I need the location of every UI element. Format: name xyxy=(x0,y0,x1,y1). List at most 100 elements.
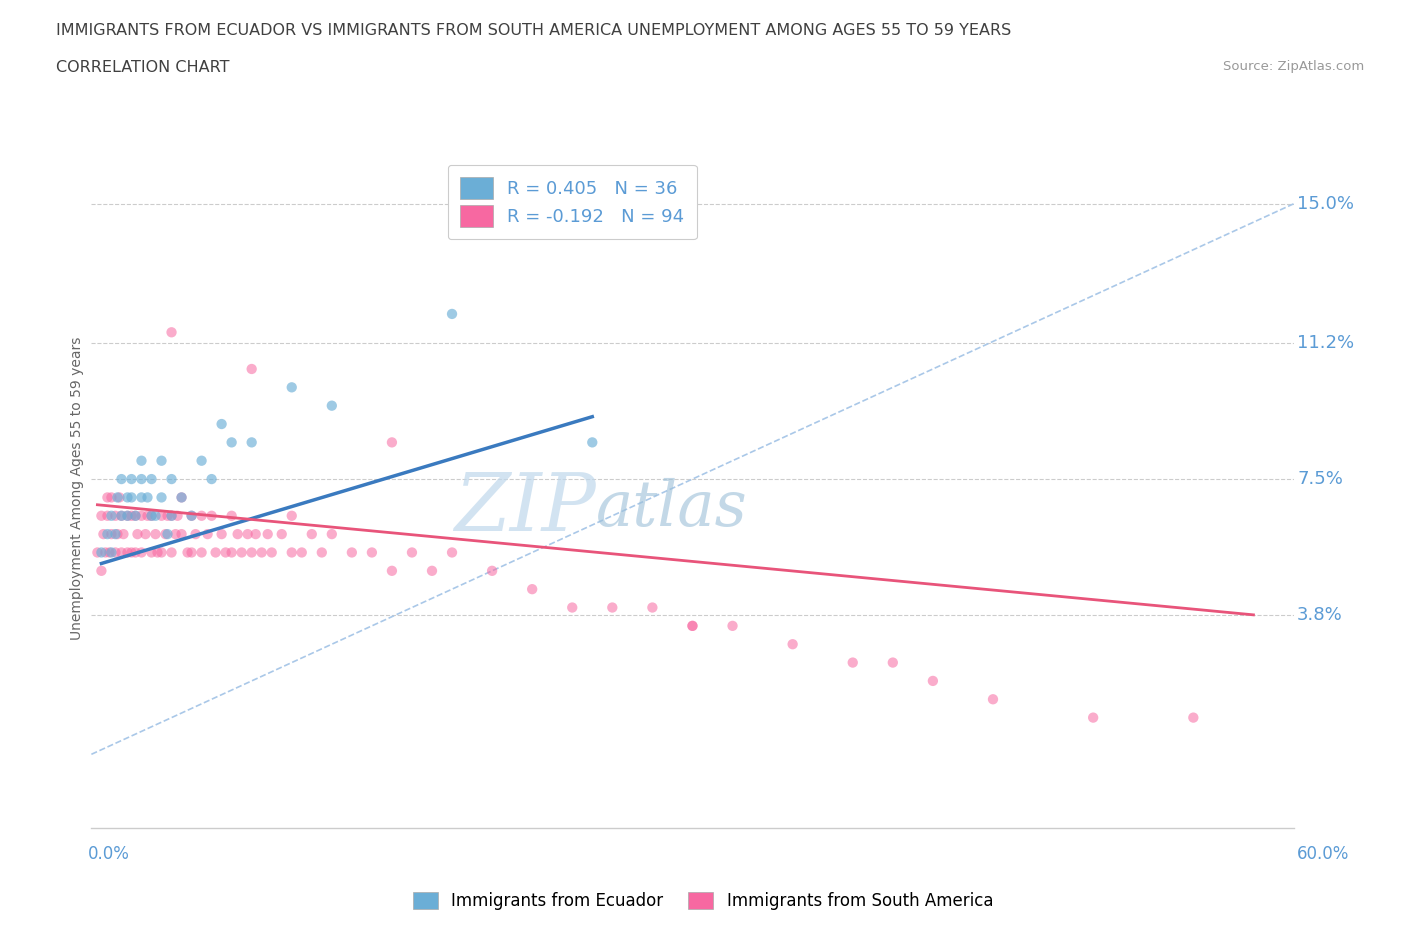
Point xyxy=(321,398,343,413)
Point xyxy=(150,490,173,505)
Point xyxy=(145,526,167,541)
Point xyxy=(180,509,202,524)
Point xyxy=(160,509,183,524)
Point xyxy=(127,526,149,541)
Point xyxy=(221,545,243,560)
Point xyxy=(104,509,127,524)
Text: 11.2%: 11.2% xyxy=(1298,334,1354,352)
Point xyxy=(94,545,117,560)
Point xyxy=(481,564,503,578)
Point xyxy=(90,564,112,578)
Point xyxy=(641,600,664,615)
Point xyxy=(160,472,183,486)
Point xyxy=(440,545,463,560)
Point xyxy=(190,453,212,468)
Point xyxy=(121,545,143,560)
Point xyxy=(165,526,187,541)
Point xyxy=(236,526,259,541)
Point xyxy=(141,545,163,560)
Point xyxy=(170,526,193,541)
Point xyxy=(131,509,153,524)
Point xyxy=(214,545,236,560)
Point xyxy=(93,526,115,541)
Point xyxy=(311,545,333,560)
Point xyxy=(160,325,183,339)
Point xyxy=(136,490,159,505)
Point xyxy=(141,472,163,486)
Point xyxy=(281,379,304,394)
Point xyxy=(141,509,163,524)
Point xyxy=(136,509,159,524)
Point xyxy=(201,472,224,486)
Point xyxy=(301,526,323,541)
Point xyxy=(440,307,463,322)
Point xyxy=(150,509,173,524)
Point xyxy=(145,509,167,524)
Point xyxy=(100,509,122,524)
Point xyxy=(117,490,139,505)
Point xyxy=(160,545,183,560)
Point xyxy=(270,526,292,541)
Point xyxy=(602,600,624,615)
Text: CORRELATION CHART: CORRELATION CHART xyxy=(56,60,229,75)
Point xyxy=(180,509,202,524)
Point xyxy=(260,545,283,560)
Point xyxy=(110,509,132,524)
Text: 7.5%: 7.5% xyxy=(1298,470,1343,488)
Point xyxy=(141,509,163,524)
Point xyxy=(146,545,169,560)
Point xyxy=(156,526,179,541)
Legend: R = 0.405   N = 36, R = -0.192   N = 94: R = 0.405 N = 36, R = -0.192 N = 94 xyxy=(447,165,697,239)
Point xyxy=(117,545,139,560)
Point xyxy=(381,564,404,578)
Text: 0.0%: 0.0% xyxy=(87,844,129,863)
Point xyxy=(321,526,343,541)
Text: IMMIGRANTS FROM ECUADOR VS IMMIGRANTS FROM SOUTH AMERICA UNEMPLOYMENT AMONG AGES: IMMIGRANTS FROM ECUADOR VS IMMIGRANTS FR… xyxy=(56,23,1011,38)
Point xyxy=(782,637,804,652)
Point xyxy=(245,526,267,541)
Point xyxy=(184,526,207,541)
Point xyxy=(104,545,127,560)
Point xyxy=(211,526,233,541)
Point xyxy=(981,692,1004,707)
Point xyxy=(110,545,132,560)
Point xyxy=(107,490,129,505)
Point xyxy=(150,545,173,560)
Point xyxy=(240,362,263,377)
Point xyxy=(166,509,188,524)
Point xyxy=(360,545,382,560)
Point xyxy=(250,545,273,560)
Point xyxy=(381,435,404,450)
Point xyxy=(1182,711,1205,725)
Point xyxy=(124,509,146,524)
Point xyxy=(291,545,314,560)
Point xyxy=(131,472,153,486)
Text: Source: ZipAtlas.com: Source: ZipAtlas.com xyxy=(1223,60,1364,73)
Point xyxy=(721,618,744,633)
Text: 15.0%: 15.0% xyxy=(1298,195,1354,213)
Point xyxy=(681,618,703,633)
Point xyxy=(240,435,263,450)
Point xyxy=(156,509,179,524)
Text: atlas: atlas xyxy=(596,478,748,539)
Point xyxy=(281,509,304,524)
Point xyxy=(131,545,153,560)
Point xyxy=(117,509,139,524)
Point xyxy=(90,509,112,524)
Point xyxy=(121,472,143,486)
Point xyxy=(131,490,153,505)
Point xyxy=(240,545,263,560)
Point xyxy=(256,526,278,541)
Point xyxy=(226,526,249,541)
Point xyxy=(160,509,183,524)
Point xyxy=(104,526,127,541)
Legend: Immigrants from Ecuador, Immigrants from South America: Immigrants from Ecuador, Immigrants from… xyxy=(406,885,1000,917)
Point xyxy=(922,673,945,688)
Point xyxy=(170,490,193,505)
Point xyxy=(340,545,363,560)
Text: ZIP: ZIP xyxy=(454,470,596,548)
Point xyxy=(231,545,253,560)
Point xyxy=(96,509,118,524)
Point xyxy=(96,490,118,505)
Point xyxy=(100,545,122,560)
